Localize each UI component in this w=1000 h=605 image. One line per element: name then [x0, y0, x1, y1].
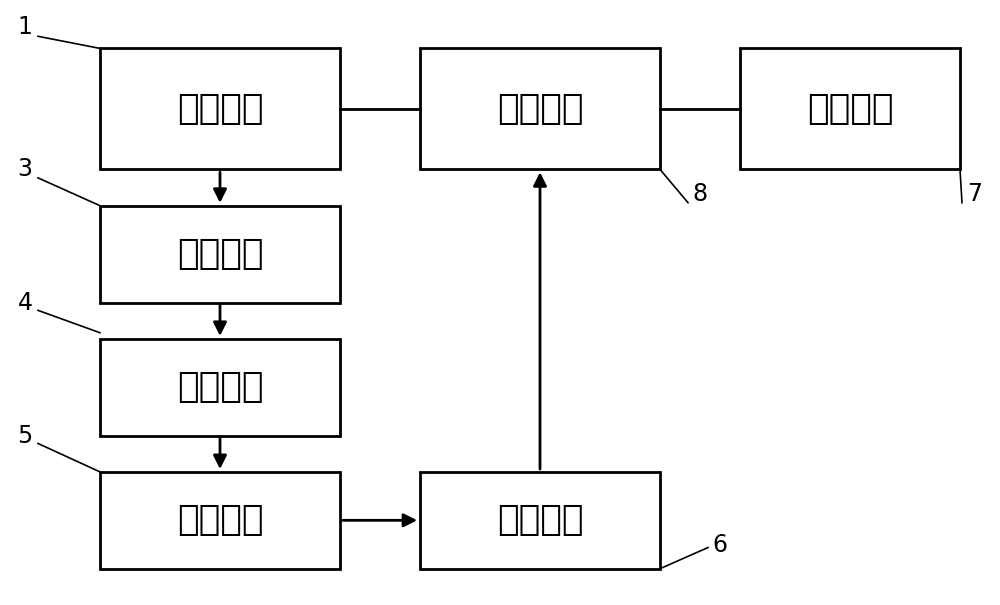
Text: 三相电源: 三相电源	[177, 92, 263, 126]
Bar	[100, 206, 340, 302]
Bar	[420, 472, 660, 569]
Text: 转换模块: 转换模块	[177, 237, 263, 271]
Bar	[740, 48, 960, 169]
Text: 计数模块: 计数模块	[177, 370, 263, 404]
Bar	[420, 48, 660, 169]
Text: 5: 5	[17, 424, 33, 448]
Text: 报警模块: 报警模块	[177, 503, 263, 537]
Bar	[100, 472, 340, 569]
Text: 三相负载: 三相负载	[807, 92, 893, 126]
Text: 7: 7	[968, 182, 982, 206]
Bar	[100, 48, 340, 169]
Text: 6: 6	[712, 532, 728, 557]
Text: 反馈模块: 反馈模块	[497, 503, 583, 537]
Bar	[100, 339, 340, 436]
Text: 8: 8	[692, 182, 708, 206]
Text: 3: 3	[18, 157, 32, 182]
Text: 控制开关: 控制开关	[497, 92, 583, 126]
Text: 1: 1	[18, 15, 32, 39]
Text: 4: 4	[18, 290, 32, 315]
